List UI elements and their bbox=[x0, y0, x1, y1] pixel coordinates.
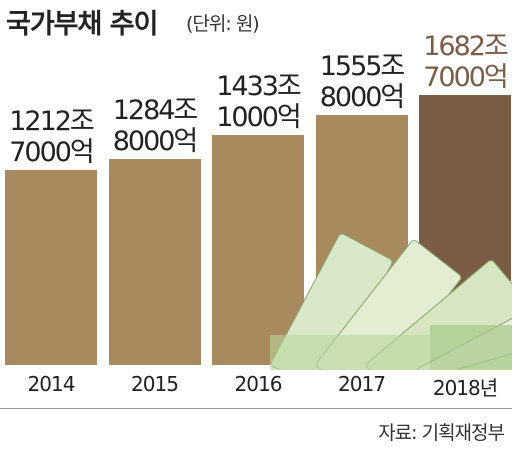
value-label: 1682조 7000억 bbox=[423, 31, 509, 93]
value-label: 1212조 7000억 bbox=[9, 106, 95, 169]
bar bbox=[5, 170, 97, 365]
x-tick-label: 2018년 bbox=[432, 376, 498, 400]
bar bbox=[212, 135, 304, 365]
source-note: 자료: 기획재정부 bbox=[378, 422, 505, 444]
value-label: 1555조 8000억 bbox=[319, 51, 406, 114]
bar bbox=[108, 158, 201, 365]
x-tick-label: 2016 bbox=[234, 372, 283, 396]
value-label: 1433조 1000억 bbox=[216, 71, 302, 134]
x-tick-label: 2015 bbox=[131, 372, 179, 396]
baseline-rule bbox=[0, 408, 512, 409]
chart-title: 국가부채 추이 bbox=[6, 9, 158, 40]
banknotes-illustration bbox=[270, 233, 512, 370]
chart-subtitle: (단위: 원) bbox=[186, 13, 260, 35]
value-label: 1284조 8000억 bbox=[112, 94, 199, 157]
x-tick-label: 2014 bbox=[27, 372, 76, 396]
x-tick-label: 2017 bbox=[338, 372, 386, 396]
